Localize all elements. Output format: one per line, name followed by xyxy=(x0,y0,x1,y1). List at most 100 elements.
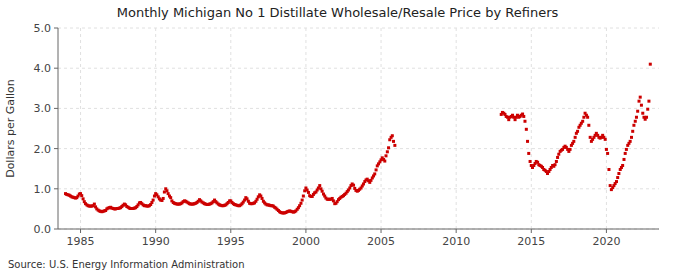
point xyxy=(638,100,641,103)
point xyxy=(307,191,310,194)
y-grid-line xyxy=(58,108,659,109)
x-tick xyxy=(381,229,382,233)
x-tick-label: 2005 xyxy=(367,235,395,248)
x-grid-line xyxy=(155,28,156,229)
point xyxy=(375,168,378,171)
chart: Monthly Michigan No 1 Distillate Wholesa… xyxy=(0,0,675,275)
x-tick xyxy=(155,229,156,233)
point xyxy=(556,156,559,159)
point xyxy=(615,180,618,183)
point xyxy=(640,104,643,107)
point xyxy=(522,115,525,118)
point xyxy=(525,128,528,131)
point xyxy=(526,140,529,143)
point xyxy=(581,120,584,123)
point xyxy=(617,172,620,175)
point xyxy=(621,164,624,167)
title: Monthly Michigan No 1 Distillate Wholesa… xyxy=(117,5,559,20)
point xyxy=(302,195,305,198)
point xyxy=(555,160,558,163)
point xyxy=(352,184,355,187)
point xyxy=(572,140,575,143)
y-tick xyxy=(54,229,58,230)
point xyxy=(624,152,627,155)
point xyxy=(554,163,557,166)
x-grid-line xyxy=(606,28,607,229)
point xyxy=(625,148,628,151)
y-tick-label: 2.0 xyxy=(34,143,52,156)
point xyxy=(576,130,579,133)
grid xyxy=(58,28,659,229)
source: Source: U.S. Energy Information Administ… xyxy=(8,259,245,270)
x-grid-line xyxy=(456,28,457,229)
y-tick xyxy=(54,188,58,189)
point xyxy=(299,202,302,205)
y-tick xyxy=(54,68,58,69)
point xyxy=(393,144,396,147)
point xyxy=(606,152,609,155)
point xyxy=(392,140,395,143)
y-grid-line xyxy=(58,28,659,29)
point xyxy=(383,160,386,163)
point xyxy=(631,130,634,133)
point xyxy=(569,148,572,151)
point xyxy=(634,120,637,123)
point xyxy=(557,153,560,156)
y-axis-label: Dollars per Gallon xyxy=(4,79,17,178)
point xyxy=(373,172,376,175)
point xyxy=(586,116,589,119)
point xyxy=(636,110,639,113)
point xyxy=(629,140,632,143)
x-tick-label: 1990 xyxy=(142,235,170,248)
x-tick xyxy=(531,229,532,233)
y-axis-line xyxy=(58,28,59,229)
x-tick xyxy=(230,229,231,233)
y-tick-label: 5.0 xyxy=(34,22,52,35)
point xyxy=(635,116,638,119)
x-tick-label: 1995 xyxy=(217,235,245,248)
point xyxy=(574,136,577,139)
point xyxy=(261,197,264,200)
x-grid-line xyxy=(80,28,81,229)
y-tick xyxy=(54,148,58,149)
point xyxy=(527,152,530,155)
point xyxy=(165,189,168,192)
y-tick-label: 3.0 xyxy=(34,102,52,115)
point xyxy=(386,150,389,153)
x-tick xyxy=(456,229,457,233)
x-grid-line xyxy=(230,28,231,229)
x-tick-label: 2020 xyxy=(592,235,620,248)
point xyxy=(616,176,619,179)
point xyxy=(391,134,394,137)
x-grid-line xyxy=(531,28,532,229)
point xyxy=(645,116,648,119)
point xyxy=(163,191,166,194)
y-grid-line xyxy=(58,229,659,230)
x-tick xyxy=(80,229,81,233)
y-tick xyxy=(54,28,58,29)
point xyxy=(604,138,607,141)
x-tick-label: 2015 xyxy=(517,235,545,248)
point xyxy=(649,63,652,66)
point xyxy=(587,124,590,127)
x-grid-line xyxy=(305,28,306,229)
point xyxy=(622,158,625,161)
point xyxy=(152,199,155,202)
point xyxy=(93,203,96,206)
point xyxy=(641,112,644,115)
point xyxy=(646,108,649,111)
x-axis-line xyxy=(58,229,659,230)
points xyxy=(64,63,652,215)
point xyxy=(630,136,633,139)
x-tick xyxy=(606,229,607,233)
point xyxy=(529,160,532,163)
point xyxy=(609,184,612,187)
x-tick-label: 2010 xyxy=(442,235,470,248)
point xyxy=(301,199,304,202)
point xyxy=(318,184,321,187)
y-tick-label: 4.0 xyxy=(34,62,52,75)
y-grid-line xyxy=(58,68,659,69)
point xyxy=(321,190,324,193)
x-tick-label: 2000 xyxy=(292,235,320,248)
x-grid-line xyxy=(381,28,382,229)
